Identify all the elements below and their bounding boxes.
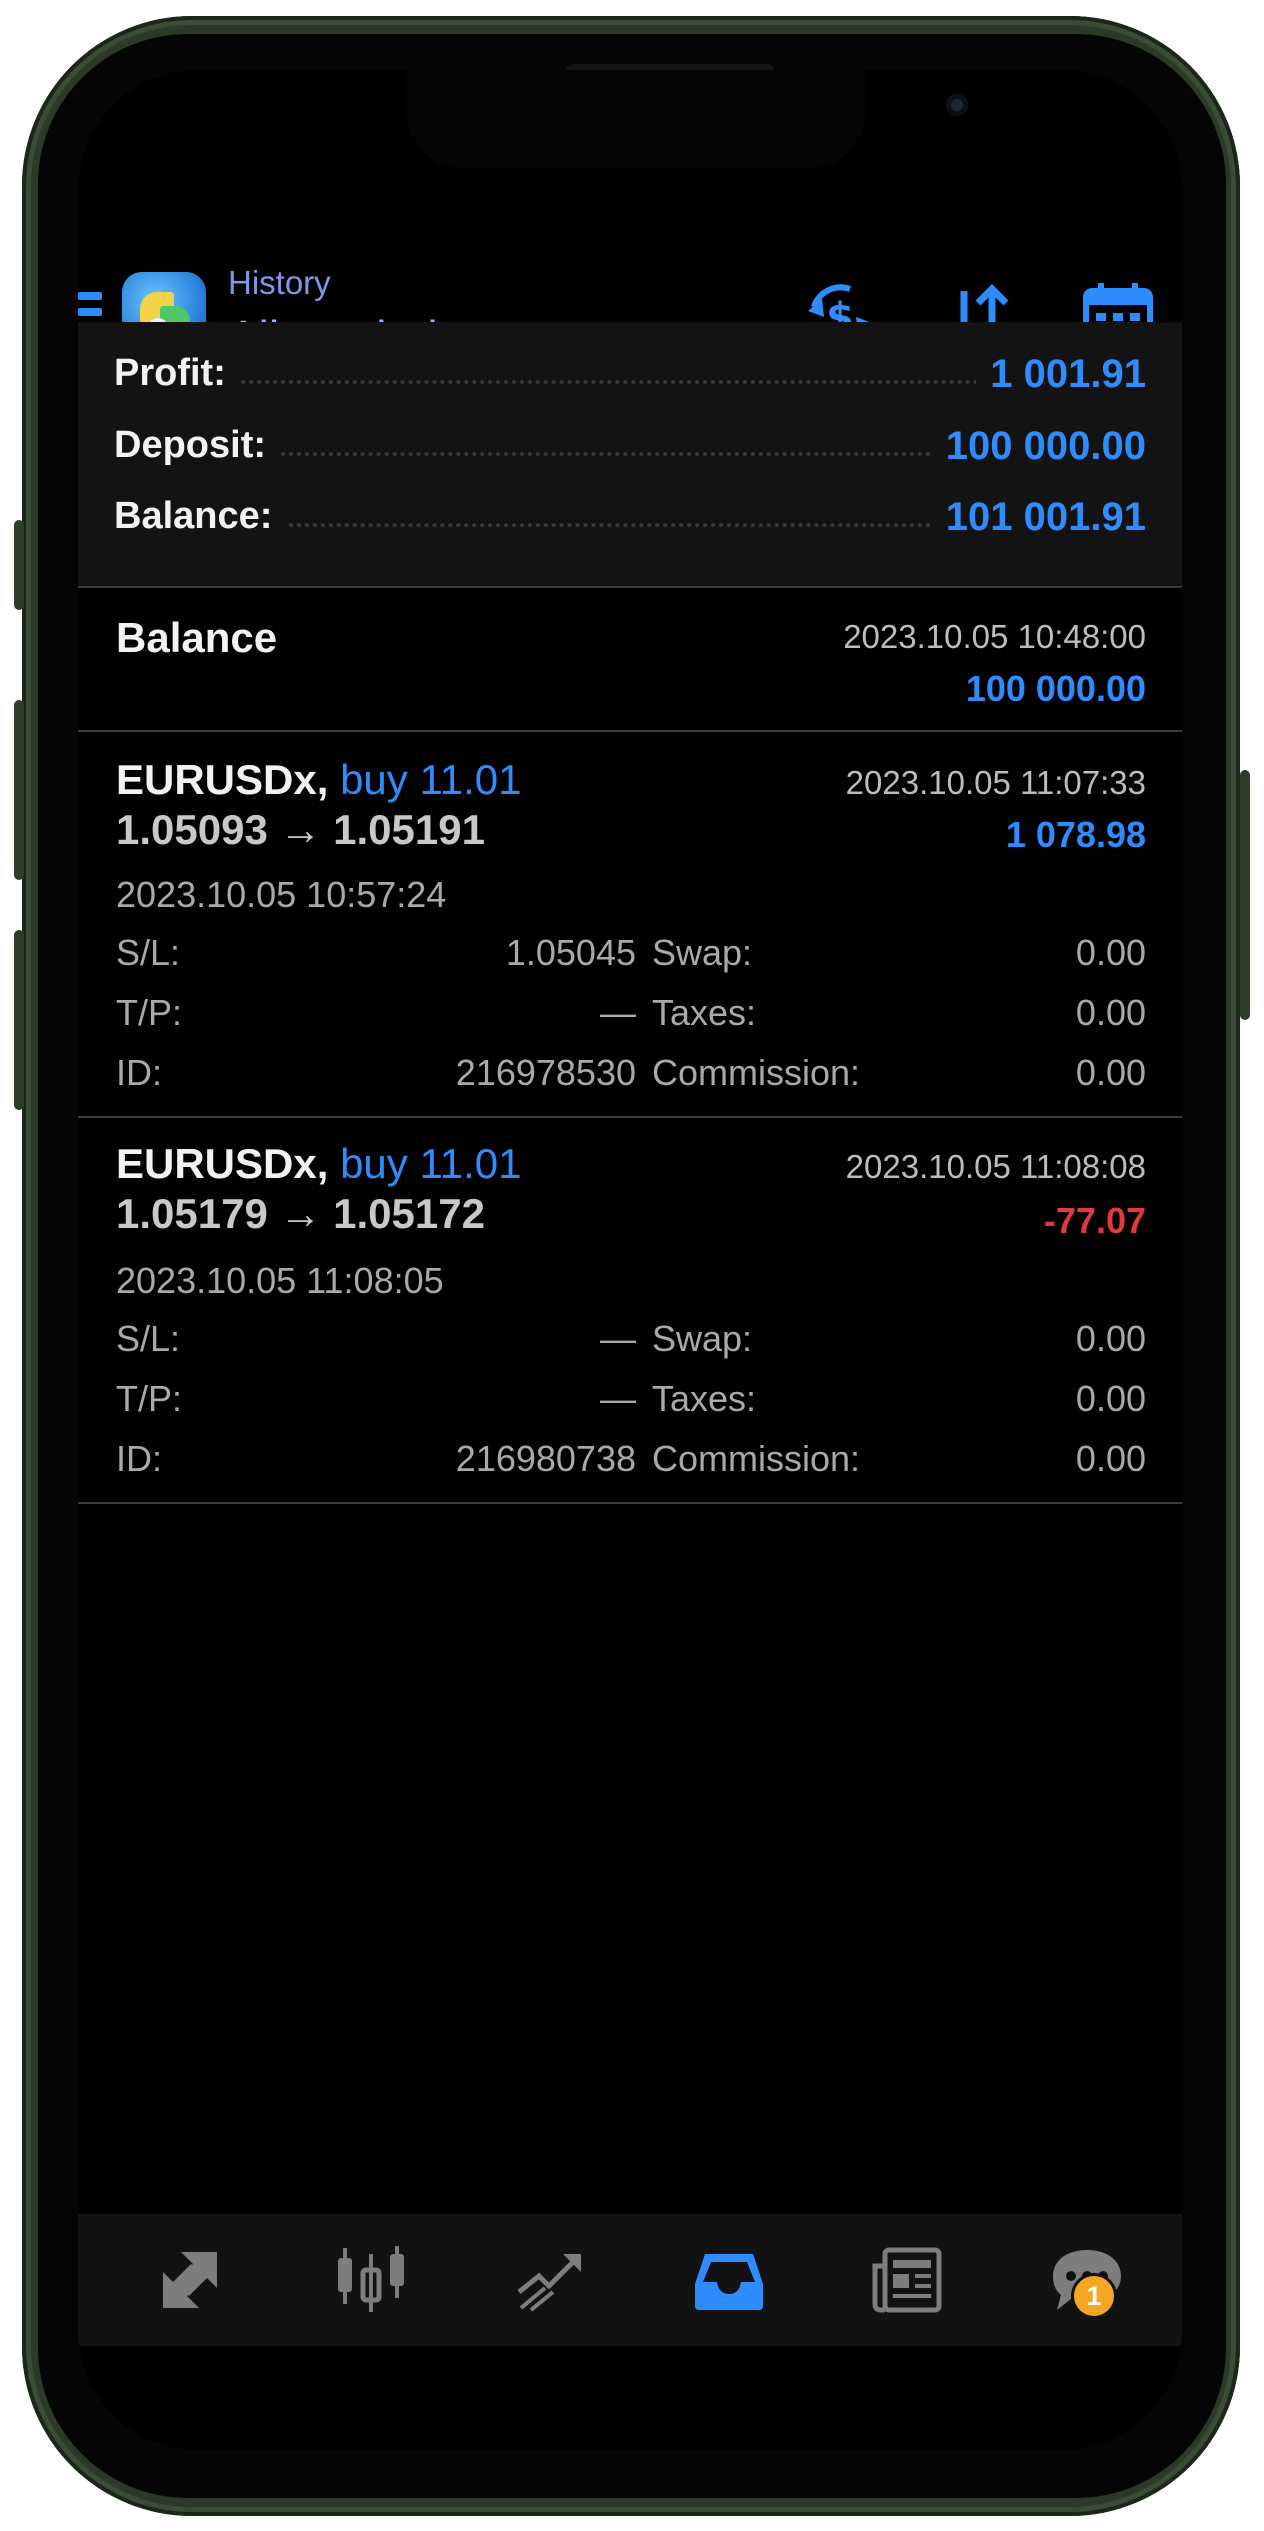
dotted-leader	[114, 452, 1146, 456]
deposit-value: 100 000.00	[931, 424, 1146, 469]
bottom-nav	[78, 2214, 1182, 2346]
deposit-label: Deposit:	[114, 424, 280, 467]
balance-label: Balance:	[114, 495, 287, 538]
sl-label: S/L:	[116, 1318, 181, 1359]
volume-down-button	[14, 930, 24, 1110]
sl-value: 1.05045	[505, 932, 636, 973]
taxes-value: 0.00	[1075, 992, 1146, 1033]
page-subtitle: History	[228, 264, 331, 301]
deal-profit: -77.07	[1043, 1200, 1146, 1241]
power-button	[1240, 770, 1250, 1020]
deal-symbol-line: EURUSDx, buy 11.01	[116, 1140, 521, 1188]
balance-record-amount: 100 000.00	[965, 668, 1146, 709]
news-icon[interactable]	[862, 2240, 952, 2320]
id-label: ID:	[116, 1052, 163, 1093]
deal-open-time: 2023.10.05 11:08:05	[116, 1260, 444, 1301]
profit-row: Profit: 1 001.91	[114, 346, 1146, 402]
balance-record-time: 2023.10.05 10:48:00	[843, 618, 1146, 655]
balance-row: Balance: 101 001.91	[114, 489, 1146, 545]
dotted-leader	[114, 380, 1146, 384]
quotes-icon[interactable]	[146, 2240, 236, 2320]
trade-icon[interactable]	[504, 2240, 594, 2320]
deal-symbol-line: EURUSDx, buy 11.01	[116, 756, 521, 804]
balance-value: 101 001.91	[931, 495, 1146, 540]
chart-icon[interactable]	[326, 2240, 416, 2320]
history-icon[interactable]	[684, 2240, 774, 2320]
deposit-row: Deposit: 100 000.00	[114, 418, 1146, 474]
tp-label: T/P:	[116, 1378, 183, 1419]
deal-side: buy 11.01	[340, 756, 522, 803]
swap-value: 0.00	[1075, 932, 1146, 973]
taxes-value: 0.00	[1075, 1378, 1146, 1419]
messages-badge: 1	[1074, 2276, 1114, 2316]
dotted-leader	[114, 523, 1146, 527]
deal-close-time: 2023.10.05 11:08:08	[845, 1148, 1146, 1185]
volume-up-button	[14, 700, 24, 880]
swap-label: Swap:	[652, 932, 753, 973]
notch	[406, 70, 968, 168]
tp-value: —	[600, 1378, 636, 1419]
summary-panel: Profit: 1 001.91 Deposit: 100 000.00 Bal…	[78, 322, 1182, 588]
front-camera	[946, 94, 968, 116]
taxes-label: Taxes:	[652, 1378, 757, 1419]
deal-record[interactable]: EURUSDx, buy 11.01 2023.10.05 11:08:08 1…	[78, 1118, 1182, 1504]
deal-record[interactable]: EURUSDx, buy 11.01 2023.10.05 11:07:33 1…	[78, 732, 1182, 1118]
tp-value: —	[600, 992, 636, 1033]
screen: History All symbols $	[78, 70, 1182, 2450]
commission-value: 0.00	[1075, 1438, 1146, 1479]
profit-value: 1 001.91	[976, 352, 1146, 397]
swap-value: 0.00	[1075, 1318, 1146, 1359]
swap-label: Swap:	[652, 1318, 753, 1359]
id-value: 216978530	[455, 1052, 636, 1093]
balance-record[interactable]: Balance 2023.10.05 10:48:00 100 000.00	[78, 586, 1182, 732]
id-label: ID:	[116, 1438, 163, 1479]
deal-symbol: EURUSDx,	[116, 756, 329, 803]
deal-close-time: 2023.10.05 11:07:33	[845, 764, 1146, 801]
deal-prices: 1.05179 → 1.05172	[116, 1190, 485, 1237]
deal-side: buy 11.01	[340, 1140, 522, 1187]
balance-record-title: Balance	[116, 614, 278, 661]
taxes-label: Taxes:	[652, 992, 757, 1033]
deal-symbol: EURUSDx,	[116, 1140, 329, 1187]
commission-label: Commission:	[652, 1438, 861, 1479]
deal-prices: 1.05093 → 1.05191	[116, 806, 485, 853]
tp-label: T/P:	[116, 992, 183, 1033]
profit-label: Profit:	[114, 352, 240, 395]
commission-value: 0.00	[1075, 1052, 1146, 1093]
commission-label: Commission:	[652, 1052, 861, 1093]
mute-switch	[14, 520, 24, 610]
sl-value: —	[600, 1318, 636, 1359]
deal-profit: 1 078.98	[1005, 814, 1146, 855]
sl-label: S/L:	[116, 932, 181, 973]
id-value: 216980738	[455, 1438, 636, 1479]
deal-open-time: 2023.10.05 10:57:24	[116, 874, 447, 915]
